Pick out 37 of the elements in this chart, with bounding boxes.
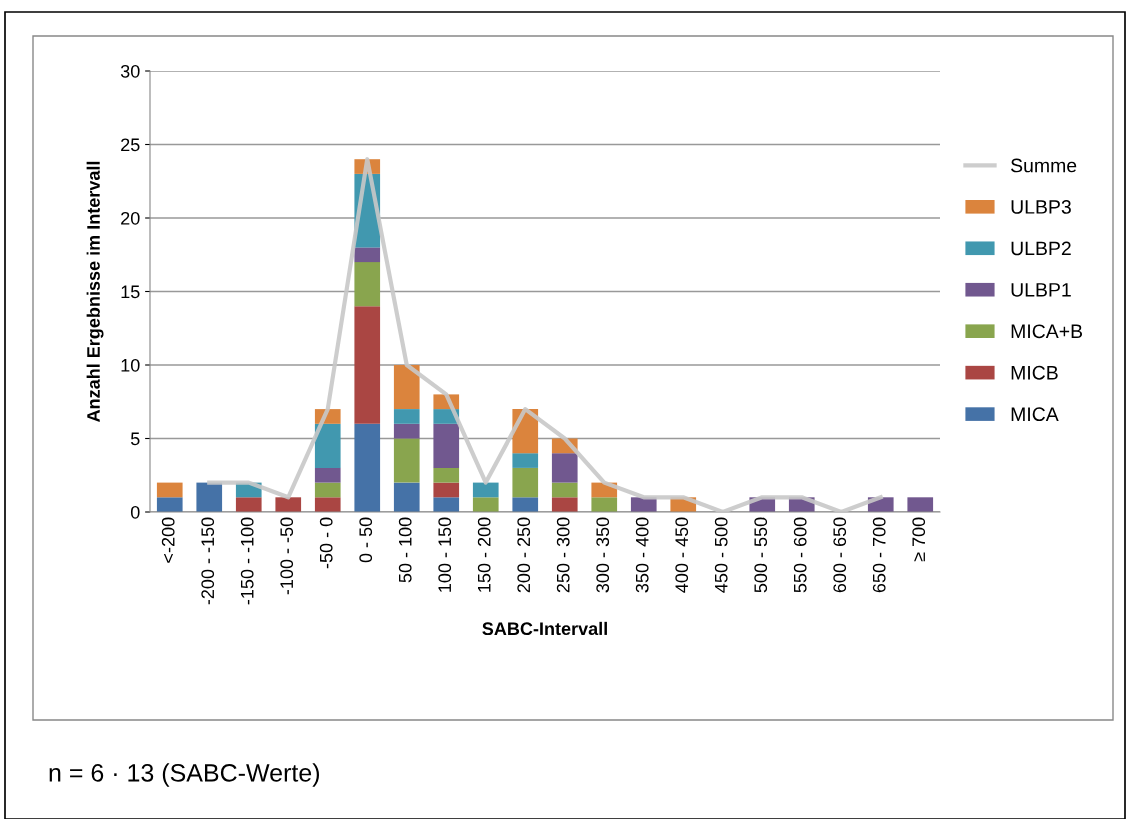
legend-label: MICA+B [1011, 324, 1083, 339]
y-tick-label: 0 [130, 505, 140, 519]
x-tick-label: -200 - -150 [201, 517, 215, 605]
y-axis-title: Anzahl Ergebnisse im Intervall [86, 161, 104, 422]
legend-label: ULBP2 [1011, 241, 1071, 256]
x-tick-label: -150 - -100 [240, 517, 254, 605]
y-tick-label: 15 [121, 285, 140, 299]
legend-label: MICA [1011, 407, 1059, 422]
x-tick-label: 150 - 200 [477, 517, 491, 592]
x-tick-label: 550 - 600 [793, 517, 807, 593]
y-tick-label: 20 [121, 211, 140, 225]
x-tick-label: 300 - 350 [596, 517, 610, 593]
y-tick-label: 30 [120, 64, 140, 78]
x-tick-label: 650 - 700 [872, 517, 886, 593]
x-tick-label: 400 - 450 [675, 517, 689, 593]
x-tick-label: 600 - 650 [833, 517, 847, 593]
y-tick-label: 5 [130, 432, 140, 446]
legend-label: ULBP3 [1011, 200, 1071, 214]
legend-label: ULBP1 [1011, 283, 1071, 297]
x-tick-label: 450 - 500 [714, 517, 728, 593]
x-tick-label: -100 - -50 [280, 517, 294, 595]
x-tick-label: -50 - 0 [319, 517, 333, 569]
x-tick-label: 250 - 300 [556, 517, 570, 593]
x-tick-label: 500 - 550 [754, 517, 768, 593]
x-tick-label: 50 - 100 [398, 517, 412, 583]
legend-label: MICB [1011, 365, 1058, 380]
x-tick-label: <-200 [161, 517, 175, 563]
y-tick-label: 10 [121, 358, 140, 372]
legend-label: Summe [1011, 158, 1077, 173]
x-tick-label: ≥ 700 [912, 517, 926, 562]
x-tick-label: 100 - 150 [438, 517, 452, 592]
text: n = 6 · 13 (SABC-Werte) [49, 763, 320, 787]
x-tick-label: 200 - 250 [517, 517, 531, 593]
x-axis-title: SABC-Intervall [482, 621, 607, 636]
y-tick-label: 25 [121, 138, 140, 152]
x-tick-label: 350 - 400 [635, 517, 649, 593]
x-tick-label: 0 - 50 [359, 517, 373, 563]
